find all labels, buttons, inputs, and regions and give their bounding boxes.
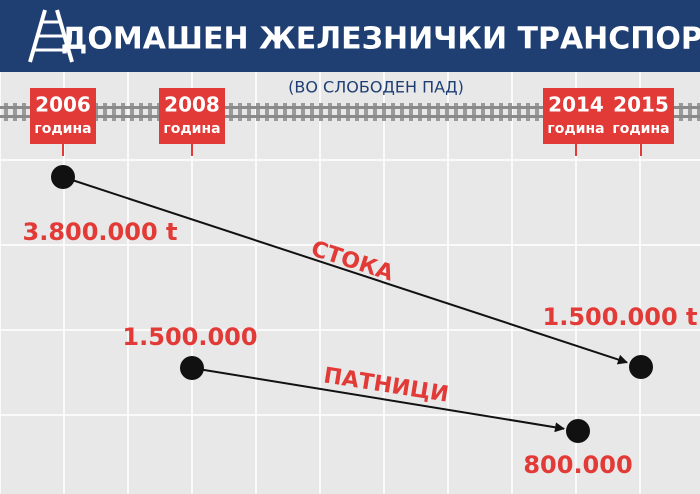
rail — [0, 106, 700, 109]
rail-tie — [364, 103, 368, 121]
rail-tie — [328, 103, 332, 121]
rail-tie — [247, 103, 251, 121]
flow-arrow — [62, 176, 628, 365]
rail-tie — [697, 103, 700, 121]
rail-tie — [490, 103, 494, 121]
rail-tie — [688, 103, 692, 121]
value-label: 1.500.000 t — [543, 303, 698, 331]
rail-tie — [346, 103, 350, 121]
rail-tie — [319, 103, 323, 121]
rail-tie — [274, 103, 278, 121]
rail-tie — [310, 103, 314, 121]
rail-tie — [265, 103, 269, 121]
rail-tie — [436, 103, 440, 121]
rail — [0, 115, 700, 118]
title: ДОМАШЕН ЖЕЛЕЗНИЧКИ ТРАНСПОРТ — [61, 22, 700, 57]
flow-arrow — [191, 367, 565, 433]
value-label: 800.000 — [523, 451, 632, 479]
rail-tie — [418, 103, 422, 121]
rail-tie — [103, 103, 107, 121]
rail-tie — [292, 103, 296, 121]
rail-tie — [256, 103, 260, 121]
value-label: 3.800.000 t — [23, 218, 178, 246]
rail-tie — [679, 103, 683, 121]
point — [566, 419, 590, 443]
rail-tie — [13, 103, 17, 121]
year: 2014 — [548, 93, 604, 117]
rail-tie — [337, 103, 341, 121]
rail-tie — [427, 103, 431, 121]
point — [629, 355, 653, 379]
rail-tie — [454, 103, 458, 121]
rail-tie — [229, 103, 233, 121]
year-badge — [30, 88, 96, 144]
year: 2008 — [164, 93, 220, 117]
rail-tie — [472, 103, 476, 121]
rail-tie — [535, 103, 539, 121]
rail-tie — [463, 103, 467, 121]
rail-tie — [301, 103, 305, 121]
rail-tie — [355, 103, 359, 121]
rail-tie — [508, 103, 512, 121]
rail-tie — [517, 103, 521, 121]
rail-tie — [139, 103, 143, 121]
rail-tie — [22, 103, 26, 121]
rail-tie — [409, 103, 413, 121]
rail-tie — [121, 103, 125, 121]
year-badge — [159, 88, 225, 144]
year-unit: година — [34, 121, 91, 137]
year-badge — [608, 88, 674, 144]
point — [51, 165, 75, 189]
rail-tie — [148, 103, 152, 121]
year-badge — [543, 88, 609, 144]
header-band — [0, 0, 700, 72]
rail-tie — [382, 103, 386, 121]
year: 2015 — [613, 93, 669, 117]
year-unit: година — [547, 121, 604, 137]
rail-tie — [283, 103, 287, 121]
point — [180, 356, 204, 380]
rail-tie — [373, 103, 377, 121]
subtitle: (ВО СЛОБОДЕН ПАД) — [288, 78, 464, 97]
rail-tie — [112, 103, 116, 121]
rail-tie — [391, 103, 395, 121]
value-label: 1.500.000 — [122, 323, 257, 351]
year-unit: година — [612, 121, 669, 137]
year: 2006 — [35, 93, 91, 117]
rail-tie — [130, 103, 134, 121]
rail-tie — [400, 103, 404, 121]
rail-tie — [238, 103, 242, 121]
rail-tie — [4, 103, 8, 121]
rail-tie — [499, 103, 503, 121]
rail-tie — [526, 103, 530, 121]
year-unit: година — [163, 121, 220, 137]
rail-tie — [445, 103, 449, 121]
rail-tie — [481, 103, 485, 121]
rail-icon — [28, 9, 74, 63]
